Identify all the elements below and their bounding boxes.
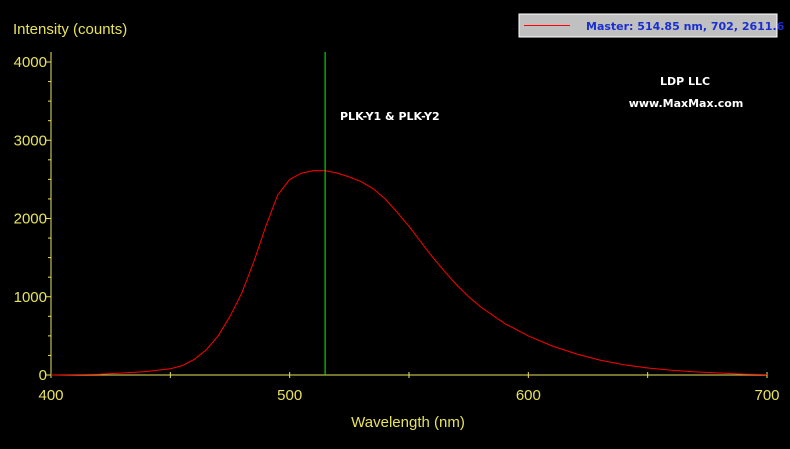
legend[interactable]: Master: 514.85 nm, 702, 2611.6 (518, 13, 785, 38)
y-tick-label: 2000 (14, 211, 47, 228)
y-tick-label: 1000 (14, 289, 47, 306)
y-tick-label: 4000 (14, 54, 47, 71)
y-axis-title: Intensity (counts) (13, 21, 127, 38)
series-line (50, 170, 768, 376)
company-annotation: LDP LLC (660, 75, 710, 88)
x-tick-label: 600 (516, 387, 541, 404)
website-annotation: www.MaxMax.com (629, 97, 744, 110)
x-tick-label: 700 (754, 387, 779, 404)
y-tick-label: 0 (39, 367, 47, 384)
sample-annotation: PLK-Y1 & PLK-Y2 (340, 110, 440, 123)
legend-text: Master: 514.85 nm, 702, 2611.6 (586, 20, 785, 33)
x-axis-ticks: 400 500 600 700 (38, 372, 780, 404)
legend-box (518, 13, 778, 38)
y-axis-ticks: 0 1000 2000 3000 4000 (14, 54, 51, 384)
series-layer (50, 170, 768, 376)
x-tick-label: 500 (277, 387, 302, 404)
y-tick-label: 3000 (14, 132, 47, 149)
x-tick-label: 400 (38, 387, 63, 404)
x-axis-title: Wavelength (nm) (351, 414, 465, 431)
